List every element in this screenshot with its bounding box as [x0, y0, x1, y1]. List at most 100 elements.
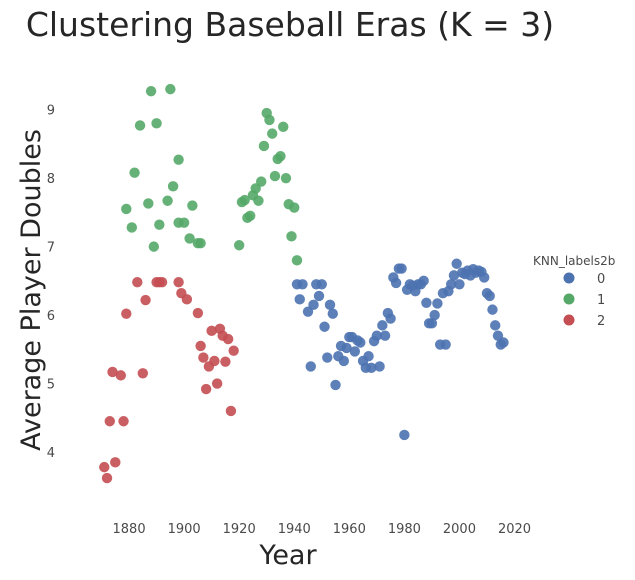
- data-point-cluster-1: [165, 83, 176, 95]
- data-point-cluster-1: [134, 120, 146, 131]
- y-tick-labels: 4 5 6 7 8 9: [47, 104, 55, 461]
- data-point-cluster-0: [308, 299, 319, 311]
- legend-marker-2: [563, 314, 575, 326]
- data-points: [99, 83, 509, 484]
- data-point-cluster-0: [399, 429, 410, 441]
- chart-title: Clustering Baseball Eras (K = 3): [26, 5, 554, 44]
- data-point-cluster-2: [137, 368, 149, 379]
- legend: KNN_labels2b 0 1 2: [533, 254, 615, 329]
- data-point-cluster-0: [396, 263, 407, 274]
- data-point-cluster-1: [267, 128, 278, 139]
- data-point-cluster-2: [110, 457, 121, 468]
- data-point-cluster-1: [233, 240, 245, 251]
- legend-label-1: 1: [597, 293, 605, 308]
- data-point-cluster-0: [294, 294, 305, 305]
- data-point-cluster-2: [107, 366, 118, 378]
- data-point-cluster-2: [195, 340, 206, 352]
- legend-label-0: 0: [597, 272, 605, 287]
- legend-marker-0: [563, 272, 575, 284]
- data-point-cluster-0: [322, 352, 333, 363]
- data-point-cluster-1: [275, 151, 286, 162]
- data-point-cluster-2: [99, 461, 110, 473]
- data-point-cluster-1: [167, 181, 179, 192]
- data-point-cluster-2: [181, 294, 193, 305]
- data-point-cluster-0: [432, 298, 443, 309]
- data-point-cluster-0: [426, 318, 438, 329]
- y-tick-label: 7: [47, 241, 55, 256]
- data-point-cluster-1: [253, 195, 264, 206]
- data-point-cluster-2: [173, 277, 184, 288]
- data-point-cluster-0: [385, 313, 396, 324]
- x-tick-label: 1880: [113, 522, 146, 537]
- data-point-cluster-2: [198, 352, 209, 363]
- data-point-cluster-1: [129, 167, 140, 178]
- data-point-cluster-2: [156, 277, 168, 288]
- data-point-cluster-0: [305, 361, 316, 372]
- data-point-cluster-0: [327, 308, 338, 319]
- data-point-cluster-1: [278, 121, 289, 132]
- data-point-cluster-1: [256, 176, 267, 187]
- data-point-cluster-2: [115, 370, 126, 381]
- x-axis-label: Year: [258, 540, 317, 571]
- data-point-cluster-2: [228, 345, 239, 356]
- data-point-cluster-2: [132, 277, 143, 288]
- data-point-cluster-0: [330, 379, 341, 391]
- legend-label-2: 2: [597, 314, 605, 329]
- data-point-cluster-2: [101, 472, 113, 484]
- data-point-cluster-0: [355, 337, 366, 348]
- data-point-cluster-2: [222, 333, 234, 345]
- data-point-cluster-2: [206, 325, 217, 337]
- data-point-cluster-1: [239, 194, 250, 206]
- data-point-cluster-2: [121, 308, 132, 319]
- data-point-cluster-1: [178, 217, 190, 228]
- data-point-cluster-0: [374, 361, 385, 372]
- data-point-cluster-0: [445, 279, 457, 290]
- y-axis-label: Average Player Doubles: [16, 129, 47, 451]
- x-tick-label: 1920: [223, 522, 256, 537]
- x-tick-label: 2020: [498, 522, 531, 537]
- x-tick-label: 1940: [278, 522, 311, 537]
- data-point-cluster-1: [145, 85, 157, 97]
- data-point-cluster-1: [148, 241, 160, 252]
- data-point-cluster-1: [258, 140, 270, 152]
- data-point-cluster-0: [490, 320, 501, 331]
- y-axis-label-group: Average Player Doubles: [16, 129, 47, 451]
- data-point-cluster-1: [264, 114, 275, 126]
- data-point-cluster-0: [316, 279, 327, 290]
- data-point-cluster-1: [173, 154, 184, 165]
- data-point-cluster-1: [154, 219, 165, 230]
- x-tick-label: 2000: [443, 522, 476, 537]
- data-point-cluster-0: [324, 299, 336, 311]
- data-point-cluster-0: [451, 258, 462, 269]
- data-point-cluster-0: [440, 339, 451, 350]
- data-point-cluster-0: [297, 279, 308, 290]
- data-point-cluster-2: [225, 405, 237, 417]
- data-point-cluster-1: [121, 203, 132, 215]
- data-point-cluster-2: [209, 355, 220, 367]
- data-point-cluster-2: [211, 378, 223, 389]
- y-tick-label: 5: [47, 378, 55, 393]
- data-point-cluster-0: [390, 277, 402, 289]
- data-point-cluster-0: [448, 270, 460, 281]
- legend-items: 0 1 2: [563, 272, 605, 329]
- data-point-cluster-0: [379, 330, 391, 341]
- data-point-cluster-2: [104, 416, 115, 427]
- data-point-cluster-0: [421, 297, 432, 308]
- data-point-cluster-0: [338, 355, 349, 367]
- legend-marker-1: [563, 293, 575, 305]
- data-point-cluster-1: [143, 198, 154, 209]
- data-point-cluster-0: [429, 309, 440, 321]
- x-tick-label: 1900: [168, 522, 201, 537]
- data-point-cluster-0: [363, 350, 374, 362]
- data-point-cluster-1: [244, 210, 256, 222]
- data-point-cluster-1: [280, 172, 292, 184]
- data-point-cluster-0: [313, 290, 325, 302]
- data-point-cluster-1: [291, 255, 303, 266]
- data-point-cluster-0: [498, 337, 509, 348]
- data-point-cluster-1: [286, 231, 297, 242]
- data-point-cluster-0: [479, 272, 490, 283]
- x-tick-labels: 1880 1900 1920 1940 1960 1980 2000 2020: [113, 522, 532, 537]
- data-point-cluster-1: [269, 170, 281, 182]
- data-point-cluster-0: [371, 330, 383, 341]
- data-point-cluster-1: [151, 118, 162, 129]
